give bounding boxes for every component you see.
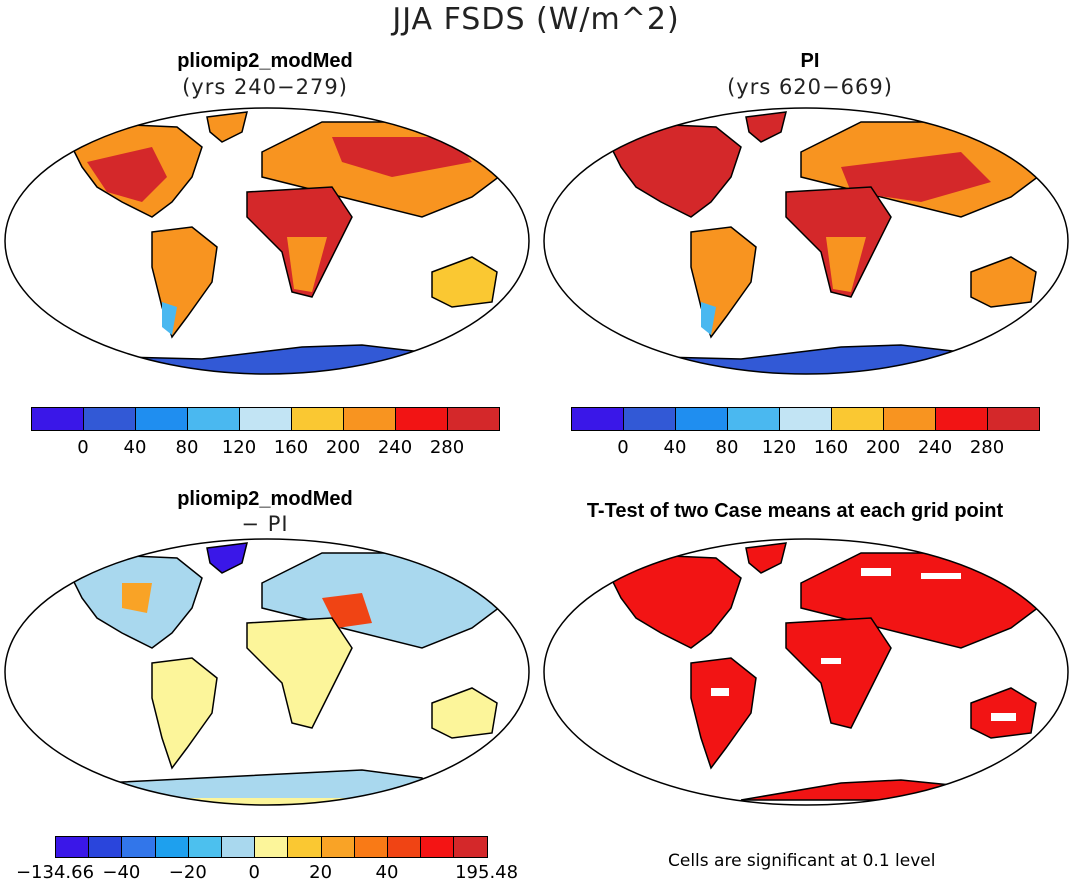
- colorbar-tick-label: −20: [168, 862, 207, 883]
- colorbar-swatch: [935, 407, 988, 431]
- colorbar-tick-label: 0: [248, 862, 260, 883]
- colorbar-tick-label: 0: [77, 437, 89, 458]
- colorbar-swatch: [83, 407, 136, 431]
- colorbar-tick-label: 120: [761, 437, 797, 458]
- significance-note: Cells are significant at 0.1 level: [668, 851, 936, 871]
- panel4-map: [543, 538, 1069, 806]
- colorbar-tick-label: 120: [221, 437, 257, 458]
- figure-title: JJA FSDS (W/m^2): [392, 2, 680, 37]
- colorbar-swatch: [420, 836, 455, 858]
- colorbar-tick-label: 200: [865, 437, 901, 458]
- colorbar-tick-label: −134.66: [15, 862, 95, 883]
- colorbar-swatch: [343, 407, 396, 431]
- colorbar-swatch: [447, 407, 500, 431]
- colorbar-panel1: 0 40 80 120 160 200 240 280: [31, 407, 500, 463]
- colorbar-swatch: [154, 836, 189, 858]
- colorbar-swatch: [395, 407, 448, 431]
- colorbar-tick-label: 40: [663, 437, 687, 458]
- colorbar-tick-label: 40: [375, 862, 399, 883]
- colorbar-panel2: 0 40 80 120 160 200 240 280: [571, 407, 1040, 463]
- colorbar-swatch: [31, 407, 84, 431]
- colorbar-tick-label: 240: [377, 437, 413, 458]
- panel2-subtitle: (yrs 620−669): [727, 75, 893, 99]
- panel3-subtitle: − PI: [241, 512, 289, 536]
- colorbar-swatch: [239, 407, 292, 431]
- colorbar-swatch: [55, 836, 90, 858]
- panel3-map: [4, 538, 530, 806]
- colorbar-swatch: [221, 836, 256, 858]
- colorbar-tick-label: 160: [813, 437, 849, 458]
- colorbar-swatch: [254, 836, 289, 858]
- colorbar-panel3: −134.66 −40 −20 0 20 40 195.48: [16, 836, 518, 886]
- colorbar-tick-label: 80: [175, 437, 199, 458]
- colorbar-swatch: [675, 407, 728, 431]
- colorbar-swatch: [291, 407, 344, 431]
- colorbar-tick-label: 195.48: [455, 862, 519, 883]
- colorbar-swatch: [987, 407, 1040, 431]
- colorbar-swatch: [779, 407, 832, 431]
- panel2-map: [543, 107, 1069, 375]
- colorbar-tick-label: 20: [309, 862, 333, 883]
- colorbar-tick-label: 80: [715, 437, 739, 458]
- colorbar-swatch: [453, 836, 488, 858]
- panel3-title: pliomip2_modMed: [177, 488, 353, 510]
- colorbar-tick-label: 200: [325, 437, 361, 458]
- colorbar-tick-label: 160: [273, 437, 309, 458]
- colorbar-tick-label: 280: [969, 437, 1005, 458]
- colorbar-swatch: [353, 836, 388, 858]
- colorbar-swatch: [135, 407, 188, 431]
- colorbar-tick-label: 240: [917, 437, 953, 458]
- colorbar-tick-label: 280: [429, 437, 465, 458]
- colorbar-swatch: [320, 836, 355, 858]
- panel1-map: [4, 107, 530, 375]
- colorbar-swatch: [727, 407, 780, 431]
- colorbar-swatch: [623, 407, 676, 431]
- colorbar-swatch: [88, 836, 123, 858]
- colorbar-swatch: [883, 407, 936, 431]
- colorbar-swatch: [287, 836, 322, 858]
- panel1-subtitle: (yrs 240−279): [182, 75, 348, 99]
- colorbar-tick-label: −40: [102, 862, 141, 883]
- panel4-title: T-Test of two Case means at each grid po…: [586, 500, 1004, 522]
- panel2-title: PI: [800, 50, 820, 72]
- colorbar-swatch: [387, 836, 422, 858]
- colorbar-swatch: [121, 836, 156, 858]
- colorbar-tick-label: 0: [617, 437, 629, 458]
- colorbar-swatch: [571, 407, 624, 431]
- colorbar-tick-label: 40: [123, 437, 147, 458]
- colorbar-swatch: [187, 836, 222, 858]
- panel1-title: pliomip2_modMed: [177, 50, 353, 72]
- colorbar-swatch: [831, 407, 884, 431]
- colorbar-swatch: [187, 407, 240, 431]
